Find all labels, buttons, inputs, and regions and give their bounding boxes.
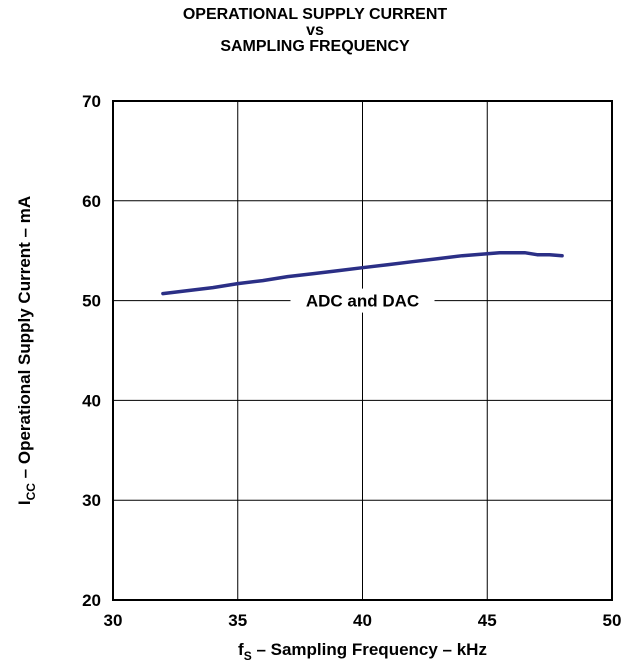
y-tick-label: 30 <box>82 491 101 510</box>
x-tick-label: 50 <box>603 611 622 630</box>
y-tick-label: 60 <box>82 192 101 211</box>
x-tick-label: 35 <box>228 611 247 630</box>
chart-title-line-3: SAMPLING FREQUENCY <box>220 38 410 55</box>
x-axis-label-subscript: S <box>244 649 252 663</box>
y-axis-label: ICC – Operational Supply Current – mA <box>15 196 38 505</box>
y-tick-label: 70 <box>82 92 101 111</box>
chart-title-line-2: vs <box>306 22 324 39</box>
grid <box>112 100 613 601</box>
y-axis-label-symbol: I <box>15 500 34 505</box>
series-label-adc-and-dac: ADC and DAC <box>306 292 419 311</box>
chart-title-line-1: OPERATIONAL SUPPLY CURRENT <box>182 6 448 23</box>
x-tick-labels: 30 35 40 45 50 <box>104 611 622 630</box>
series-line-adc-and-dac <box>161 250 564 296</box>
y-tick-label: 50 <box>82 292 101 311</box>
series-group <box>161 250 564 296</box>
plot-frame <box>112 100 613 601</box>
y-tick-labels: 20 30 40 50 60 70 <box>82 92 101 610</box>
x-tick-label: 30 <box>104 611 123 630</box>
x-axis-label: fS – Sampling Frequency – kHz <box>238 640 487 663</box>
annotation-background <box>290 288 435 313</box>
x-tick-label: 40 <box>353 611 372 630</box>
y-tick-label: 40 <box>82 391 101 410</box>
y-axis-label-subscript: CC <box>24 483 38 501</box>
x-axis-label-text: – Sampling Frequency – kHz <box>252 640 487 659</box>
y-tick-label: 20 <box>82 591 101 610</box>
y-axis-label-text: – Operational Supply Current – mA <box>15 196 34 483</box>
x-tick-label: 45 <box>478 611 497 630</box>
x-axis-label-symbol: f <box>238 640 244 659</box>
